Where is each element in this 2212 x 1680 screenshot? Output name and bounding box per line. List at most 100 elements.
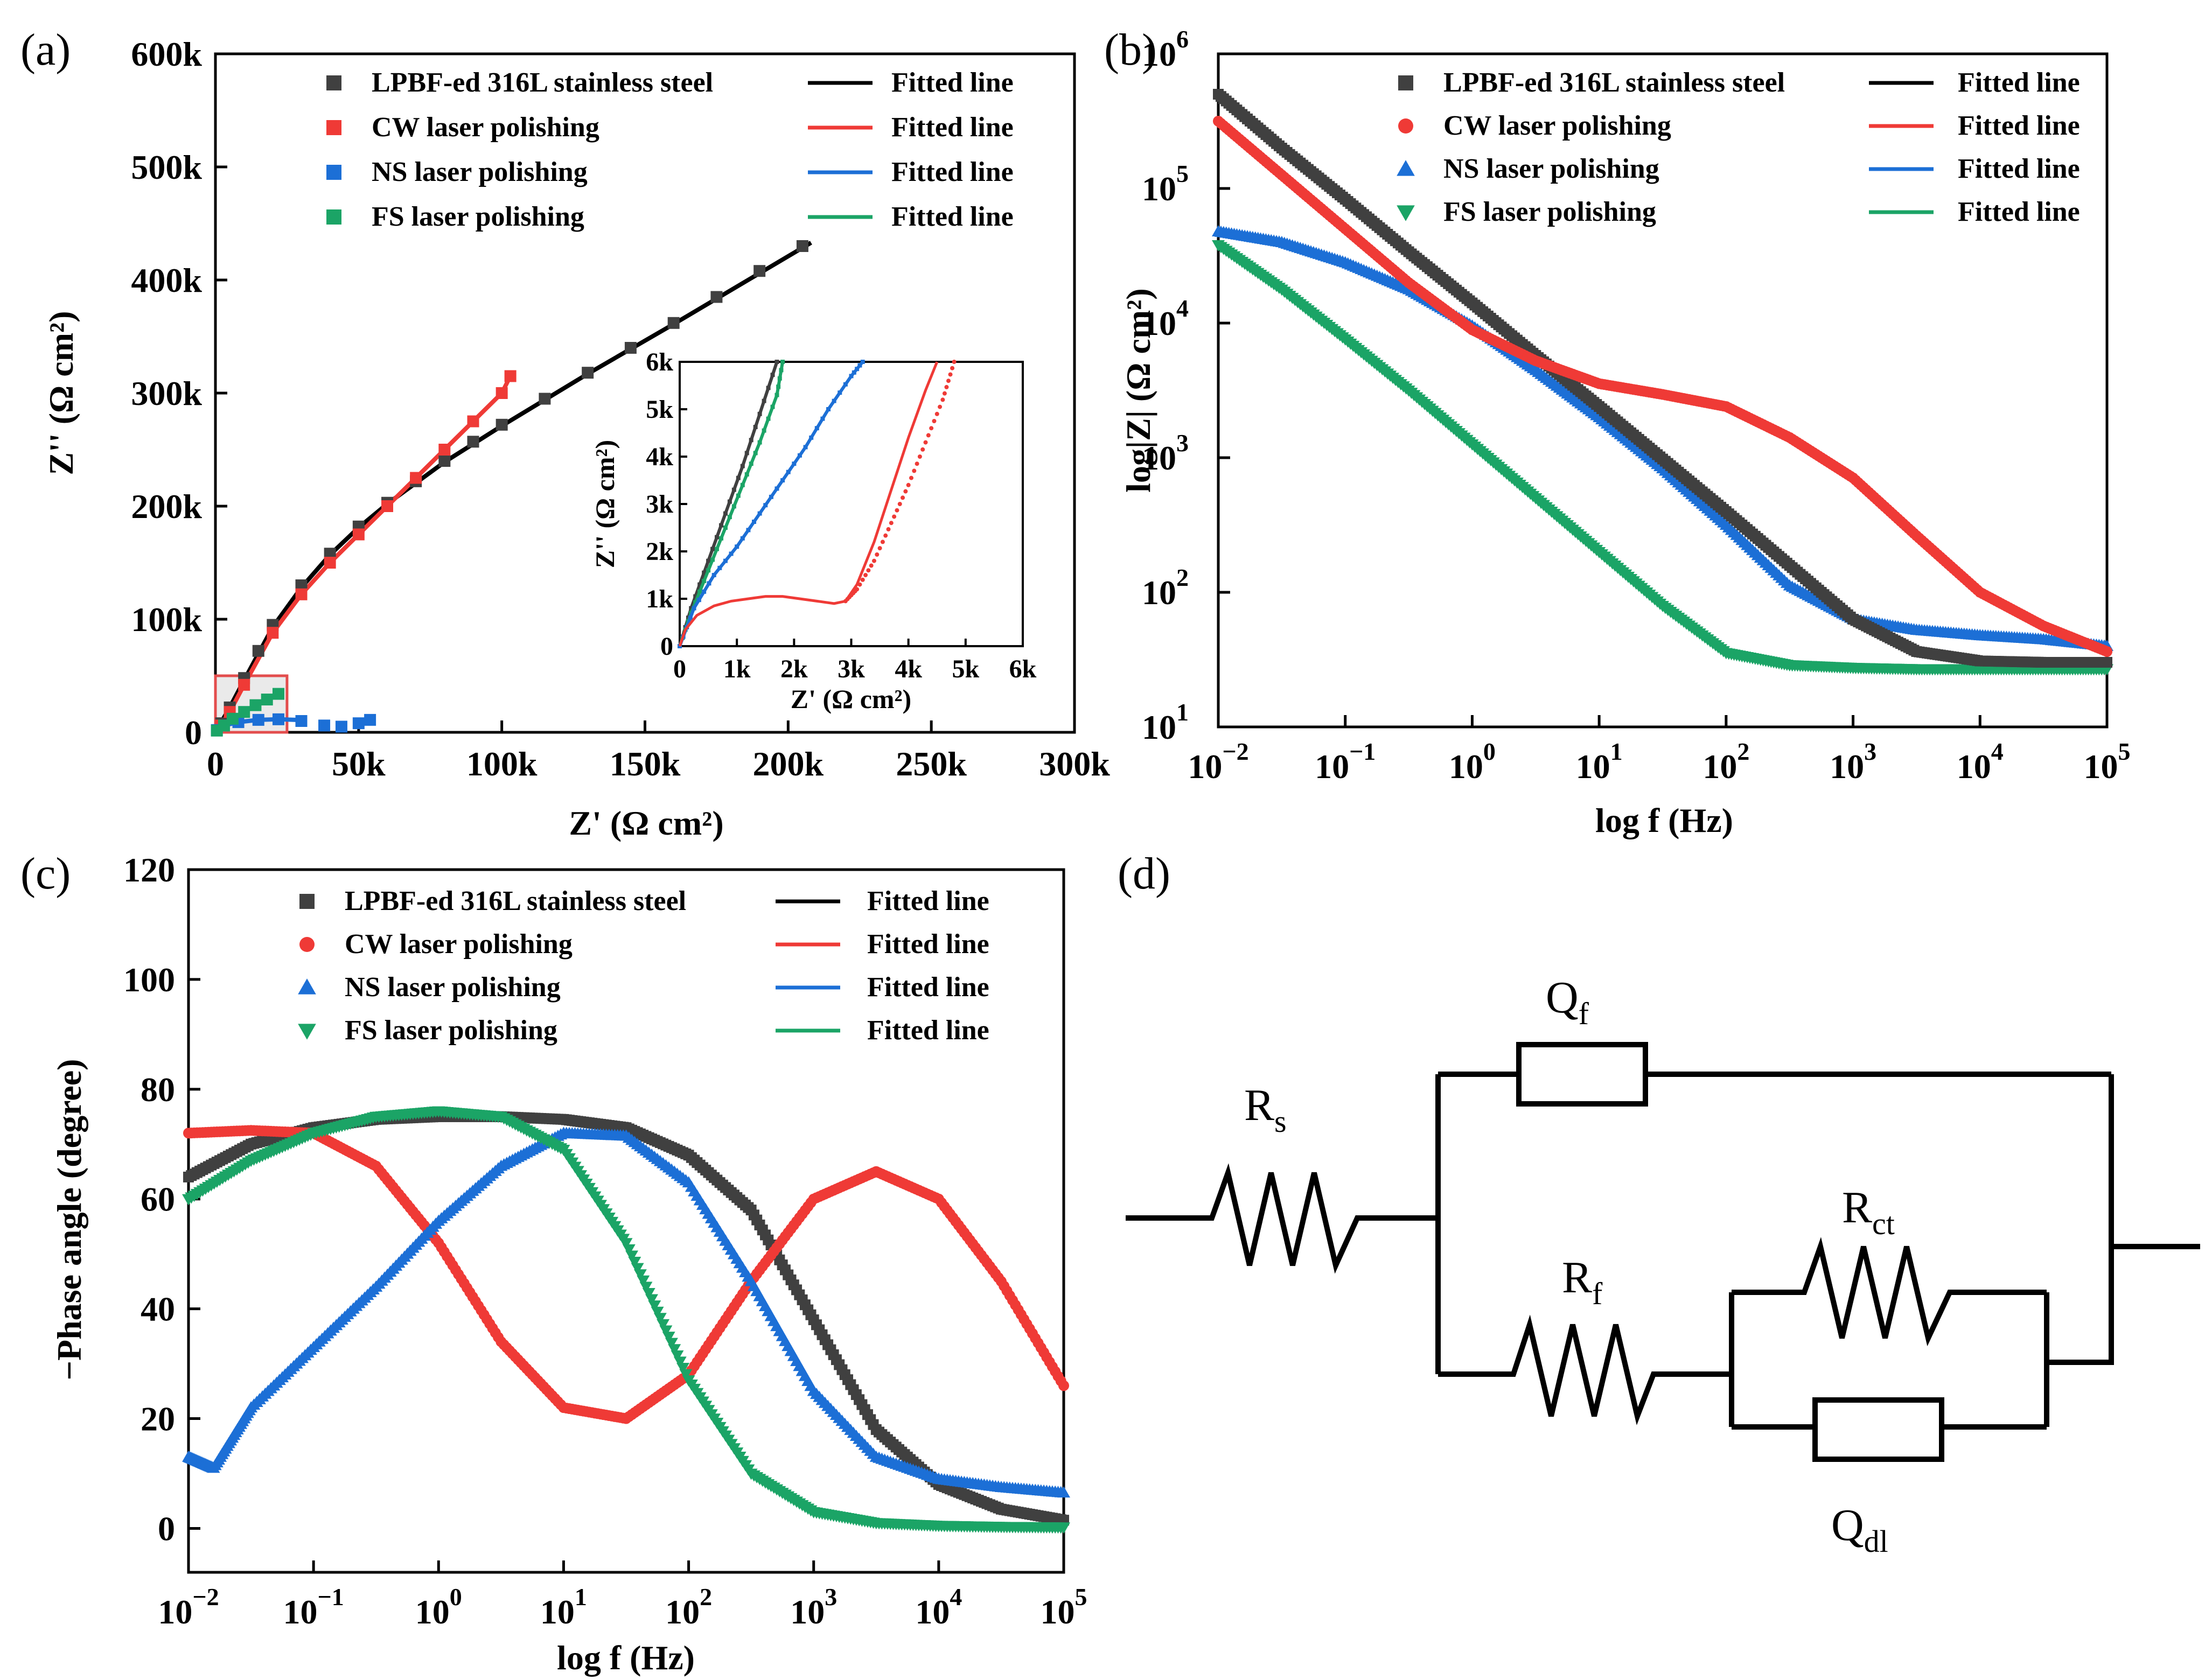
inset-data-point: [727, 499, 732, 504]
inset-y-tick-label: 1k: [646, 585, 673, 613]
tick-base: 10: [1188, 747, 1222, 786]
y-tick-label: 40: [141, 1290, 175, 1328]
tick-exponent: 3: [1176, 429, 1189, 457]
x-tick-label: 0: [207, 745, 224, 783]
tick-base: 10: [1315, 747, 1349, 786]
data-point: [381, 500, 393, 512]
x-tick-label: 250k: [896, 745, 967, 783]
data-point: [438, 455, 451, 467]
log-tick-label: 105: [2084, 738, 2131, 786]
tick-base: 10: [1830, 747, 1864, 786]
data-point: [295, 588, 308, 600]
inset-data-point: [860, 577, 865, 582]
inset-data-point: [757, 440, 762, 445]
y-tick-label: 400k: [131, 261, 202, 299]
fit-line: [187, 1110, 1064, 1529]
tick-base: 10: [1041, 1593, 1075, 1631]
tick-exponent: 2: [1176, 564, 1189, 591]
inset-y-tick-label: 0: [660, 632, 673, 661]
resistor-rct: [1732, 1237, 2047, 1347]
log-tick-label: 104: [1142, 295, 1189, 342]
legend-marker: [326, 165, 341, 180]
panel-a-y-ticks: 0 100k 200k 300k 400k 500k 600k: [131, 35, 227, 752]
data-point: [295, 579, 308, 591]
log-tick-label: 102: [1702, 738, 1749, 786]
inset-data-point: [869, 563, 874, 568]
panel-c-plot-area: [182, 1106, 1070, 1534]
legend-label: LPBF-ed 316L stainless steel: [372, 67, 713, 98]
log-tick-label: 102: [665, 1583, 712, 1631]
log-tick-label: 10−2: [1188, 738, 1248, 786]
y-tick-label: 500k: [131, 148, 202, 186]
inset-plot-area: [678, 360, 957, 648]
inset-data-point: [740, 464, 745, 468]
inset-data-point: [693, 594, 698, 599]
tick-exponent: 3: [825, 1583, 837, 1611]
data-point: [624, 342, 637, 354]
tick-exponent: 6: [1176, 25, 1189, 53]
log-tick-label: 10−1: [283, 1583, 344, 1631]
data-point: [496, 418, 508, 431]
legend-fit-label: Fitted line: [891, 67, 1014, 98]
tick-exponent: −2: [192, 1583, 219, 1611]
legend-fit-label: Fitted line: [1958, 153, 2080, 184]
inset-data-point: [696, 598, 701, 603]
inset-data-point: [777, 376, 782, 381]
panel-a-legend: LPBF-ed 316L stainless steel Fitted line C…: [326, 67, 1014, 232]
inset-data-point: [774, 393, 779, 397]
legend-fit-label: Fitted line: [891, 112, 1014, 143]
data-point: [504, 370, 517, 382]
legend-marker: [1397, 160, 1415, 176]
inset-data-point: [766, 416, 771, 421]
inset-data-point: [702, 589, 707, 594]
inset-data-point: [942, 391, 947, 396]
inset-data-point: [915, 461, 919, 466]
inset-data-point: [757, 411, 762, 416]
tick-base: 10: [1142, 573, 1176, 612]
log-tick-label: 104: [1957, 738, 2004, 786]
inset-data-point: [763, 503, 768, 508]
legend-label: CW laser polishing: [345, 929, 573, 960]
inset-data-point: [723, 526, 728, 530]
log-tick-label: 103: [1830, 738, 1876, 786]
log-tick-label: 104: [915, 1583, 962, 1631]
fit-line: [188, 1115, 1064, 1522]
circuit-right-node: [2047, 1074, 2114, 1365]
legend-fit-label: Fitted line: [891, 157, 1014, 187]
x-tick-label: 100k: [466, 745, 538, 783]
log-tick-label: 101: [1576, 738, 1623, 786]
inset-data-point: [940, 397, 945, 402]
inset-data-point: [875, 552, 880, 557]
inset-data-point: [832, 398, 836, 403]
panel-b-plot-area: [1212, 89, 2113, 676]
inset-x-tick-label: 5k: [952, 655, 979, 683]
inset-data-point: [774, 360, 779, 364]
panel-a-x-axis-label: Z' (Ω cm²): [569, 804, 723, 842]
inset-data-point: [860, 360, 865, 364]
tick-exponent: 1: [575, 1583, 587, 1611]
tick-exponent: 4: [1991, 738, 2004, 765]
y-tick-label: 200k: [131, 487, 202, 526]
legend-marker: [1397, 205, 1415, 221]
x-tick-label: 50k: [332, 745, 386, 783]
data-point: [335, 720, 347, 733]
inset-data-point: [711, 573, 716, 577]
legend-marker: [326, 120, 341, 135]
legend-fit-label: Fitted line: [867, 929, 989, 960]
panel-a-inset: 0 1k 2k 3k 4k 5k 6k 0 1k 2k 3k 4k 5k 6k Z' (Ω cm²) Z…: [590, 348, 1037, 714]
data-point: [238, 678, 250, 691]
tick-base: 10: [1957, 747, 1991, 786]
y-tick-label: 100: [123, 961, 175, 999]
inset-x-tick-label: 3k: [838, 655, 865, 683]
inset-data-point: [706, 568, 711, 573]
legend-fit-label: Fitted line: [1958, 197, 2080, 227]
inset-data-point: [886, 527, 891, 531]
inset-frame: [679, 361, 1024, 647]
inset-data-point: [820, 416, 825, 421]
inset-x-tick-label: 2k: [780, 655, 808, 683]
data-point: [438, 444, 451, 456]
inset-data-point: [871, 558, 876, 563]
inset-data-point: [706, 558, 711, 563]
